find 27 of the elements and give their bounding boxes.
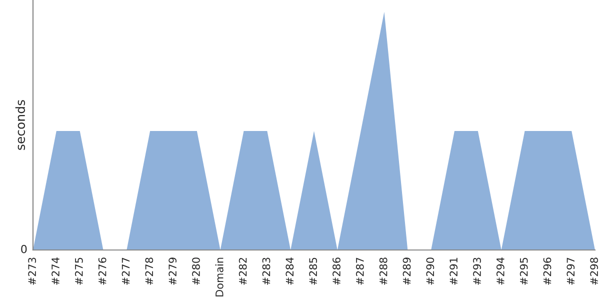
x-tick-label: #285 [309,258,318,285]
x-tick-label: #280 [192,258,200,285]
x-tick-label: #296 [543,258,552,285]
x-tick-label: #294 [496,258,504,285]
x-tick-label: #282 [238,258,247,285]
x-tick-label: Domain [215,258,224,296]
x-tick-label: #291 [450,258,458,285]
x-tick-label: #275 [74,258,83,285]
x-tick-label: #284 [286,258,294,285]
x-tick-label: #277 [122,258,130,285]
x-tick-label: #273 [28,258,36,285]
y-axis-title: seconds [15,100,26,150]
x-tick-label: #286 [332,258,340,285]
x-tick-label: #288 [379,258,388,285]
x-tick-label: #290 [426,258,434,285]
x-tick-label: #276 [98,258,106,285]
x-tick-label: #283 [262,258,270,285]
x-tick-label: #274 [52,258,60,285]
x-tick-label: #287 [356,258,364,285]
x-tick-label: #297 [566,258,575,285]
x-tick-label: #278 [145,258,154,285]
x-tick-label: #289 [402,258,411,285]
x-tick-label: #293 [473,258,481,285]
x-tick-label: #298 [590,258,598,285]
x-tick-label: #295 [520,258,528,285]
x-tick-label: #279 [168,258,177,285]
text: 0 [21,244,27,254]
